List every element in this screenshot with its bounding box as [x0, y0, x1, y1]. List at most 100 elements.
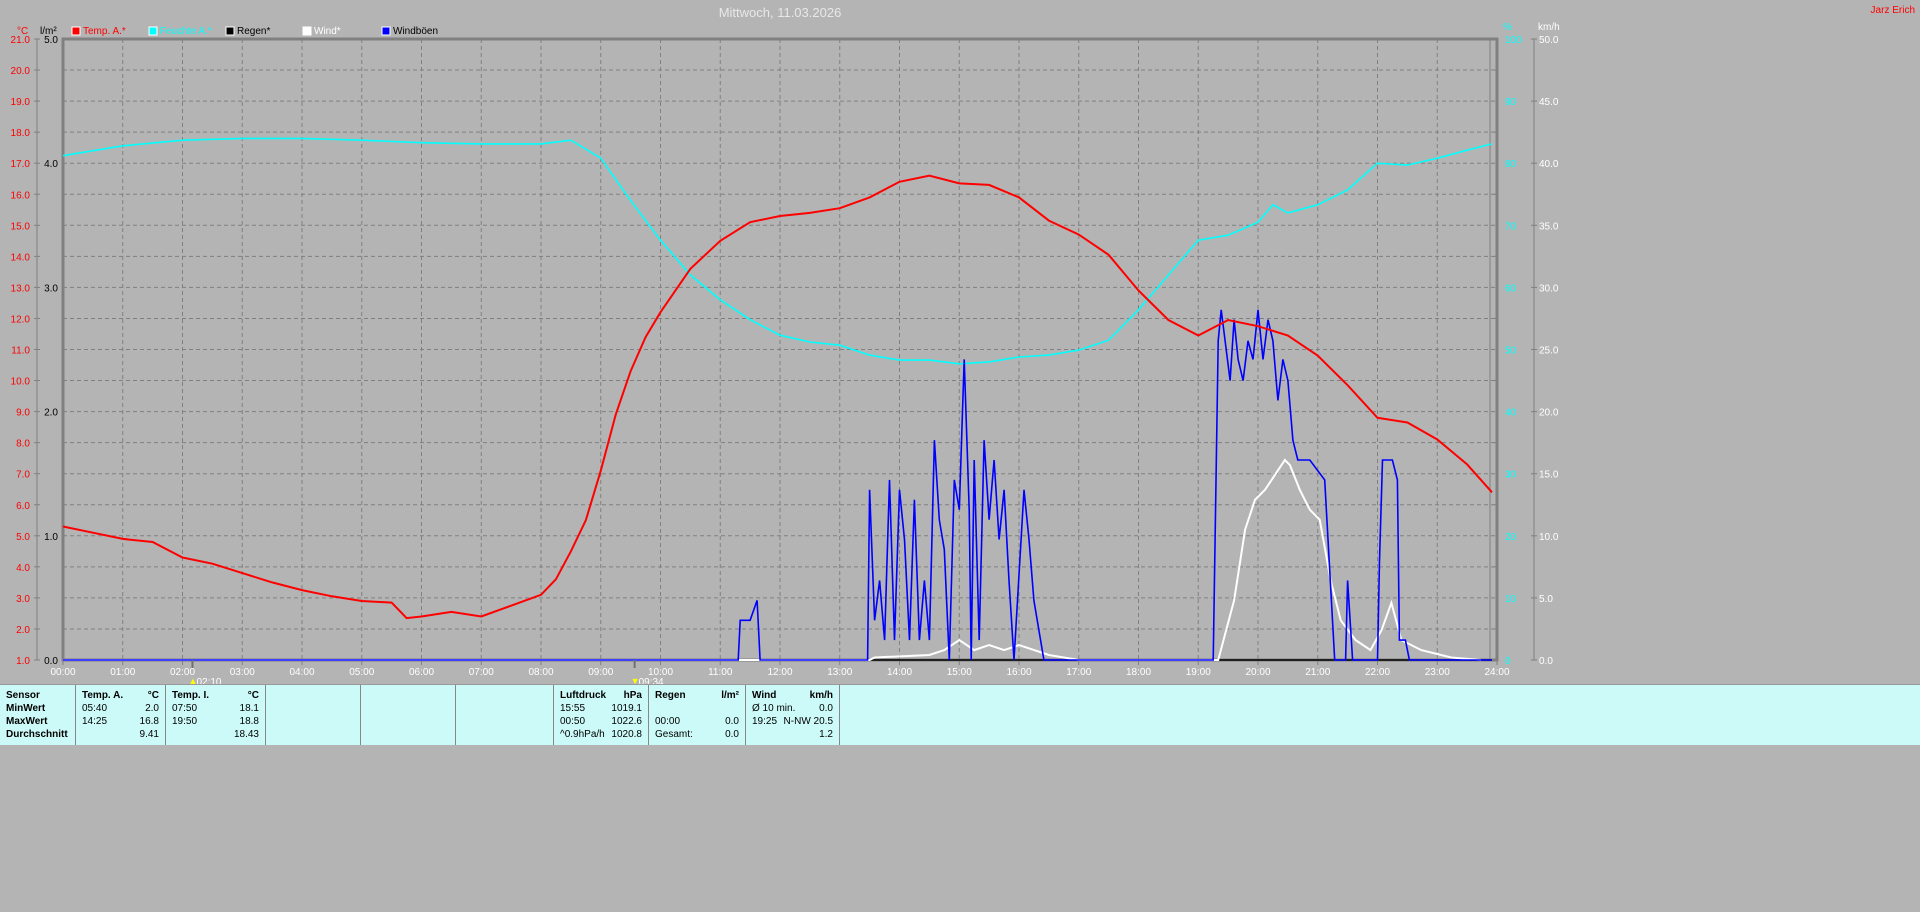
empty-column — [360, 685, 455, 746]
empty-area — [0, 745, 1920, 912]
series-group — [62, 137, 1493, 661]
temp-tick-label: 9.0 — [16, 408, 30, 419]
x-tick-label: 10:00 — [648, 667, 673, 678]
max-value: 16.8 — [139, 716, 159, 727]
total-label: Gesamt: — [655, 729, 693, 740]
humidity-tick-label: 30 — [1505, 470, 1517, 481]
humidity-tick-label: 100 — [1505, 35, 1522, 46]
temp-tick-label: 14.0 — [11, 252, 31, 263]
grid — [61, 37, 1499, 662]
min-time: 05:40 — [82, 703, 108, 714]
x-tick-label: 12:00 — [767, 667, 792, 678]
x-tick-label: 24:00 — [1484, 667, 1509, 678]
temp-tick-label: 4.0 — [16, 563, 30, 574]
x-tick-label: 13:00 — [827, 667, 852, 678]
col-unit: l/m² — [721, 690, 739, 701]
max-label: MaxWert — [6, 716, 48, 727]
rain-tick-label: 4.0 — [44, 159, 58, 170]
weather-chart: Mittwoch, 11.03.2026 Jarz Erich °C l/m² … — [11, 5, 1915, 684]
humidity-axis-unit: % — [1503, 22, 1512, 33]
wind-column: Wind km/h Ø 10 min. 0.0 19:25 N-NW 20.5 1.2 — [745, 685, 840, 746]
temp-tick-label: 6.0 — [16, 501, 30, 512]
legend-swatch — [302, 26, 312, 36]
legend: Temp. A.* Feuchte A.* Regen* Wind* Windböen — [71, 26, 438, 37]
max-value: N-NW 20.5 — [783, 716, 833, 727]
avg10-value: 0.0 — [819, 703, 833, 714]
temp-tick-label: 16.0 — [11, 190, 31, 201]
legend-label: Temp. A.* — [83, 26, 126, 37]
avg-value: 1.2 — [819, 729, 833, 740]
temp-a-column: Temp. A. °C 05:40 2.0 14:25 16.8 9.41 — [75, 685, 165, 746]
x-tick-label: 22:00 — [1365, 667, 1390, 678]
wind-tick-label: 35.0 — [1539, 221, 1559, 232]
max-time: 00:00 — [655, 716, 681, 727]
max-value: 1022.6 — [611, 716, 642, 727]
min-time: 07:50 — [172, 703, 198, 714]
legend-swatch — [225, 26, 235, 36]
humidity-tick-label: 0 — [1505, 656, 1511, 667]
empty-column — [455, 685, 553, 746]
rain-column: Regen l/m² 00:00 0.0 Gesamt: 0.0 — [648, 685, 745, 746]
series-line-temp-a — [62, 174, 1493, 620]
temp-tick-label: 19.0 — [11, 97, 31, 108]
legend-swatch — [148, 26, 158, 36]
temp-i-column: Temp. I. °C 07:50 18.1 19:50 18.8 18.43 — [165, 685, 265, 746]
total-value: 0.0 — [725, 729, 739, 740]
temp-tick-label: 11.0 — [11, 346, 30, 357]
temp-tick-label: 2.0 — [16, 625, 30, 636]
x-tick-label: 23:00 — [1425, 667, 1450, 678]
series-line-humidity-a — [62, 137, 1493, 365]
marker-label: 09:34 — [639, 677, 664, 684]
max-time: 14:25 — [82, 716, 108, 727]
rain-tick-label: 1.0 — [44, 532, 58, 543]
humidity-tick-label: 60 — [1505, 283, 1517, 294]
temp-tick-label: 21.0 — [11, 35, 31, 46]
empty-column — [265, 685, 360, 746]
temp-tick-label: 18.0 — [11, 128, 31, 139]
wind-tick-label: 5.0 — [1539, 594, 1553, 605]
trend: ^0.9hPa/h — [560, 729, 605, 740]
sensor-header: Sensor — [6, 690, 40, 701]
col-header: Temp. A. — [82, 690, 124, 701]
temp-tick-label: 20.0 — [11, 66, 31, 77]
axes: 21.0 20.0 19.0 18.0 17.0 16.0 15.0 14.0 13.0 12.0… — [11, 35, 1559, 678]
x-tick-label: 17:00 — [1066, 667, 1091, 678]
avg10-label: Ø 10 min. — [752, 703, 796, 714]
wind-tick-label: 15.0 — [1539, 470, 1559, 481]
rain-tick-label: 5.0 — [44, 35, 58, 46]
legend-label: Regen* — [237, 26, 270, 37]
x-tick-label: 01:00 — [110, 667, 135, 678]
min-value: 2.0 — [145, 703, 159, 714]
author-label: Jarz Erich — [1871, 5, 1915, 16]
rain-tick-label: 2.0 — [44, 408, 58, 419]
temp-axis-unit: °C — [17, 26, 28, 37]
x-tick-label: 02:00 — [170, 667, 195, 678]
max-value: 18.8 — [239, 716, 259, 727]
wind-tick-label: 10.0 — [1539, 532, 1559, 543]
rain-tick-label: 3.0 — [44, 283, 58, 294]
wind-tick-label: 40.0 — [1539, 159, 1559, 170]
x-tick-label: 18:00 — [1126, 667, 1151, 678]
max-time: 19:50 — [172, 716, 198, 727]
col-header: Temp. I. — [172, 690, 210, 701]
x-tick-label: 03:00 — [230, 667, 255, 678]
humidity-tick-label: 40 — [1505, 408, 1517, 419]
x-tick-label: 09:00 — [588, 667, 613, 678]
temp-tick-label: 7.0 — [16, 470, 30, 481]
sensor-column: Sensor MinWert MaxWert Durchschnitt — [0, 685, 75, 746]
humidity-tick-label: 70 — [1505, 221, 1517, 232]
humidity-tick-label: 10 — [1505, 594, 1517, 605]
col-header: Regen — [655, 690, 686, 701]
x-tick-label: 06:00 — [409, 667, 434, 678]
col-header: Wind — [752, 690, 777, 701]
moonset-icon: ▼ — [631, 676, 640, 684]
temp-tick-label: 13.0 — [11, 283, 31, 294]
temp-tick-label: 10.0 — [11, 377, 31, 388]
wind-tick-label: 30.0 — [1539, 283, 1559, 294]
legend-swatch — [381, 26, 391, 36]
wind-tick-label: 45.0 — [1539, 97, 1559, 108]
avg-value: 9.41 — [139, 729, 159, 740]
max-time: 00:50 — [560, 716, 586, 727]
wind-tick-label: 0.0 — [1539, 656, 1553, 667]
humidity-tick-label: 80 — [1505, 159, 1517, 170]
